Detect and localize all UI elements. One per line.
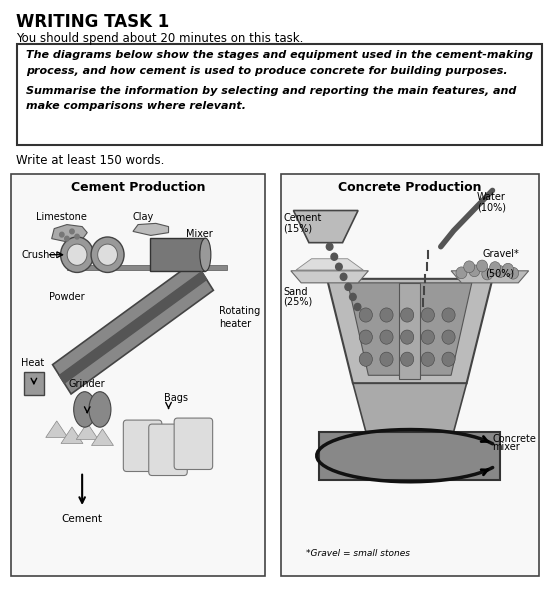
Polygon shape [59, 272, 207, 383]
Ellipse shape [74, 392, 96, 427]
Circle shape [331, 253, 338, 260]
Polygon shape [296, 259, 363, 270]
Circle shape [350, 293, 356, 300]
Circle shape [359, 352, 372, 366]
FancyBboxPatch shape [148, 424, 187, 476]
Text: Sand: Sand [283, 287, 307, 297]
Circle shape [482, 268, 493, 280]
Text: Bags: Bags [164, 394, 188, 404]
Circle shape [442, 352, 455, 366]
Circle shape [490, 262, 500, 274]
Circle shape [400, 352, 414, 366]
Text: Cement Production: Cement Production [71, 181, 205, 194]
Text: Cement: Cement [62, 514, 103, 524]
Bar [280, 174, 539, 576]
Circle shape [508, 267, 519, 279]
Text: Clay: Clay [133, 212, 154, 222]
FancyBboxPatch shape [174, 418, 213, 469]
Circle shape [380, 308, 393, 322]
Circle shape [65, 236, 69, 241]
Circle shape [400, 330, 414, 344]
Polygon shape [67, 265, 227, 270]
Polygon shape [294, 210, 358, 243]
Text: The diagrams below show the stages and equipment used in the cement-making: The diagrams below show the stages and e… [26, 50, 534, 60]
Text: *Gravel = small stones: *Gravel = small stones [306, 549, 410, 558]
Circle shape [98, 244, 118, 265]
Text: process, and how cement is used to produce concrete for building purposes.: process, and how cement is used to produ… [26, 66, 508, 76]
Text: Rotating: Rotating [219, 306, 261, 316]
Circle shape [495, 266, 506, 278]
FancyBboxPatch shape [123, 420, 162, 472]
Text: Grinder: Grinder [69, 379, 106, 389]
Circle shape [354, 303, 361, 310]
Polygon shape [46, 421, 68, 437]
Text: heater: heater [219, 319, 251, 329]
Text: Limestone: Limestone [36, 212, 87, 222]
Circle shape [67, 244, 87, 265]
Polygon shape [52, 225, 87, 242]
Circle shape [380, 352, 393, 366]
Text: Cement: Cement [283, 213, 321, 223]
Circle shape [421, 330, 434, 344]
Text: Concrete Production: Concrete Production [338, 181, 481, 194]
Polygon shape [53, 261, 213, 394]
Text: Write at least 150 words.: Write at least 150 words. [16, 154, 165, 167]
Text: Mixer: Mixer [186, 229, 212, 239]
Text: Summarise the information by selecting and reporting the main features, and: Summarise the information by selecting a… [26, 86, 517, 96]
Text: mixer: mixer [492, 443, 520, 453]
Bar [24, 372, 44, 395]
Circle shape [336, 263, 342, 270]
Polygon shape [327, 279, 492, 384]
Text: (10%): (10%) [477, 203, 506, 213]
Circle shape [456, 267, 467, 279]
Circle shape [421, 308, 434, 322]
Circle shape [326, 243, 333, 250]
Circle shape [345, 283, 351, 290]
Polygon shape [291, 271, 368, 283]
Bar [150, 238, 205, 271]
Circle shape [503, 263, 514, 275]
Circle shape [340, 273, 347, 280]
Ellipse shape [89, 392, 111, 427]
Circle shape [400, 308, 414, 322]
Text: Crusher: Crusher [21, 250, 59, 259]
Polygon shape [353, 384, 466, 431]
Polygon shape [91, 429, 113, 446]
Circle shape [469, 265, 480, 277]
Polygon shape [348, 283, 472, 375]
Text: You should spend about 20 minutes on this task.: You should spend about 20 minutes on thi… [16, 32, 304, 45]
Circle shape [70, 229, 74, 234]
Circle shape [464, 261, 475, 272]
Bar [16, 44, 542, 145]
Ellipse shape [200, 238, 211, 271]
Circle shape [359, 308, 372, 322]
Circle shape [60, 237, 94, 272]
Circle shape [421, 352, 434, 366]
Circle shape [359, 330, 372, 344]
Text: (15%): (15%) [283, 223, 312, 233]
Bar [399, 283, 420, 379]
Text: Gravel*: Gravel* [482, 249, 519, 259]
Text: make comparisons where relevant.: make comparisons where relevant. [26, 101, 246, 111]
Polygon shape [451, 271, 529, 283]
Text: WRITING TASK 1: WRITING TASK 1 [16, 13, 170, 31]
Text: Concrete: Concrete [492, 434, 536, 444]
Circle shape [442, 308, 455, 322]
Bar [11, 174, 265, 576]
Polygon shape [61, 427, 83, 443]
Polygon shape [76, 423, 98, 440]
Circle shape [477, 260, 488, 272]
Text: Powder: Powder [49, 292, 85, 302]
Circle shape [442, 330, 455, 344]
Circle shape [75, 234, 79, 239]
Text: (50%): (50%) [485, 269, 514, 279]
Polygon shape [319, 431, 500, 480]
Polygon shape [133, 223, 168, 235]
Text: Water: Water [477, 193, 506, 203]
Circle shape [380, 330, 393, 344]
Text: (25%): (25%) [283, 297, 312, 307]
Circle shape [91, 237, 124, 272]
Circle shape [59, 232, 64, 237]
Text: Heat: Heat [21, 359, 45, 368]
